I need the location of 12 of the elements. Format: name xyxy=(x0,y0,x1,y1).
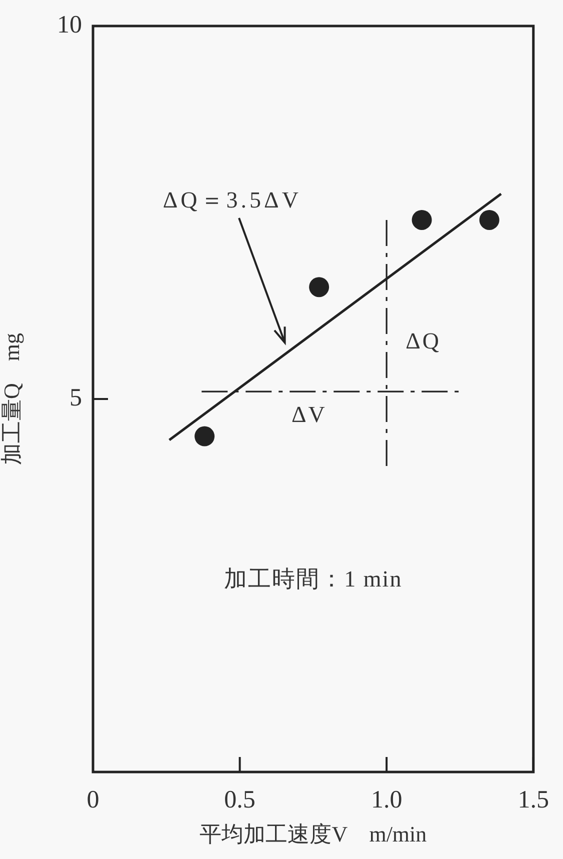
x-tick-label: 0.5 xyxy=(224,786,256,814)
x-tick-label: 1.0 xyxy=(370,786,402,814)
y-tick-label: 10 xyxy=(57,12,82,39)
x-tick-label: 0 xyxy=(86,786,100,814)
x-tick-label: 1.5 xyxy=(518,786,549,814)
x-axis-title: 平均加工速度V m/min xyxy=(200,822,427,847)
y-axis-title: 加工量Q mg xyxy=(0,333,24,465)
annotation: ΔQ＝3.5ΔV xyxy=(162,187,302,212)
annotation: ΔQ xyxy=(406,328,441,354)
y-tick-label: 5 xyxy=(70,384,82,412)
annotation: 加工時間：1 min xyxy=(224,566,402,592)
annotation: ΔV xyxy=(292,402,327,428)
